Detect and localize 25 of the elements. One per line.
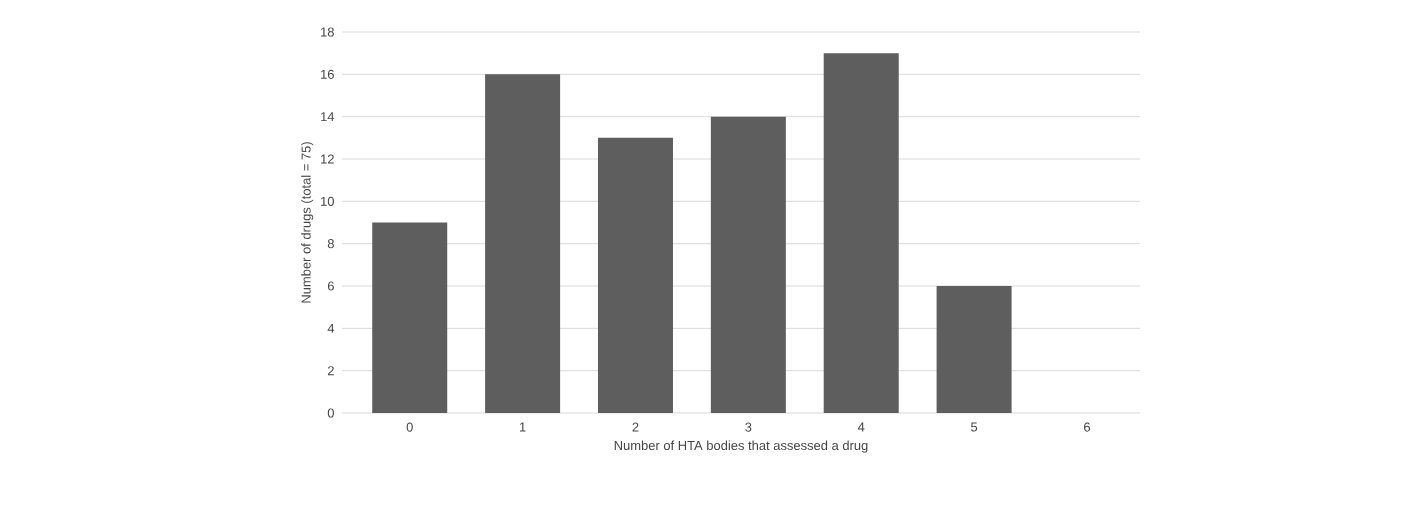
y-tick-label: 14: [321, 112, 335, 122]
x-tick-label: 1: [519, 422, 526, 432]
bar: [597, 137, 673, 413]
y-tick-label: 18: [321, 27, 334, 37]
y-axis-title: Number of drugs (total = 75): [301, 142, 314, 303]
x-tick-label: 0: [406, 422, 413, 432]
y-tick-label: 4: [327, 323, 335, 333]
x-tick-label: 4: [857, 422, 865, 432]
x-axis-title: Number of HTA bodies that assessed a drug: [614, 440, 868, 453]
y-tick-label: 0: [327, 408, 334, 418]
y-tick-label: 2: [327, 366, 334, 376]
y-tick-label: 8: [327, 239, 334, 249]
bar: [823, 53, 899, 413]
y-tick-label: 12: [321, 154, 334, 164]
bar: [710, 116, 786, 413]
bar: [936, 286, 1012, 413]
x-tick-label: 6: [1084, 422, 1091, 432]
y-tick-label: 10: [321, 196, 334, 206]
bar: [372, 222, 448, 413]
y-tick-label: 6: [327, 281, 334, 291]
x-tick-label: 5: [971, 422, 978, 432]
bar: [485, 74, 561, 413]
x-tick-label: 3: [745, 422, 752, 432]
x-tick-label: 2: [632, 422, 639, 432]
y-tick-label: 16: [321, 69, 334, 79]
